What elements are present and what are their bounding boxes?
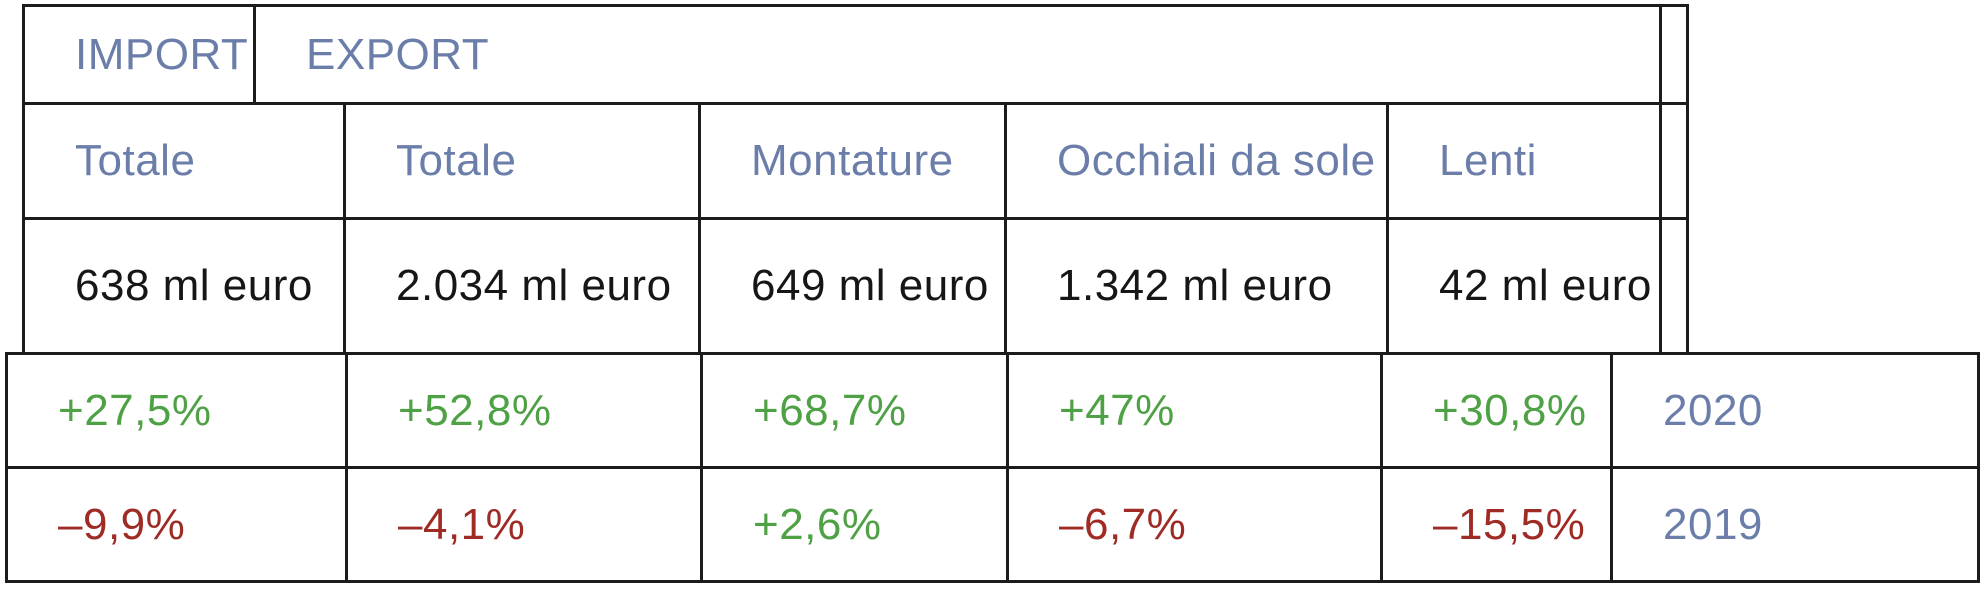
values-row: 638 ml euro 2.034 ml euro 649 ml euro 1.… bbox=[22, 217, 1690, 355]
pct-cell-2020-occhiali-da-sole: +47% bbox=[1006, 352, 1383, 469]
value-cell-import-totale: 638 ml euro bbox=[22, 217, 346, 355]
pct-cell-2020-montature: +68,7% bbox=[700, 352, 1009, 469]
year-cell-2019: 2019 bbox=[1610, 466, 1980, 583]
pct-cell-2019-montature: +2,6% bbox=[700, 466, 1009, 583]
header-row: IMPORT EXPORT bbox=[22, 4, 1690, 105]
category-cell-occhiali-da-sole: Occhiali da sole bbox=[1004, 102, 1389, 220]
export-header-cell: EXPORT bbox=[252, 4, 1663, 105]
import-export-table: IMPORT EXPORT Totale Totale Montature Oc… bbox=[22, 4, 1690, 355]
import-header-cell: IMPORT bbox=[22, 4, 256, 105]
category-cell-montature: Montature bbox=[698, 102, 1007, 220]
value-cell-occhiali-da-sole: 1.342 ml euro bbox=[1004, 217, 1389, 355]
category-cell-export-totale: Totale bbox=[343, 102, 701, 220]
category-cell-import-totale: Totale bbox=[22, 102, 346, 220]
value-cell-montature: 649 ml euro bbox=[698, 217, 1007, 355]
category-row: Totale Totale Montature Occhiali da sole… bbox=[22, 102, 1690, 220]
pct-cell-2019-import-totale: –9,9% bbox=[5, 466, 348, 583]
category-cell-lenti: Lenti bbox=[1385, 102, 1663, 220]
year-cell-2020: 2020 bbox=[1610, 352, 1980, 469]
pct-cell-2020-import-totale: +27,5% bbox=[5, 352, 348, 469]
pct-row-2020: +27,5% +52,8% +68,7% +47% +30,8% 2020 bbox=[5, 352, 1980, 469]
pct-cell-2020-export-totale: +52,8% bbox=[345, 352, 703, 469]
pct-row-2019: –9,9% –4,1% +2,6% –6,7% –15,5% 2019 bbox=[5, 466, 1980, 583]
empty-sliver-cell bbox=[1659, 4, 1690, 105]
pct-cell-2020-lenti: +30,8% bbox=[1380, 352, 1613, 469]
percent-change-table: +27,5% +52,8% +68,7% +47% +30,8% 2020 –9… bbox=[5, 352, 1980, 583]
pct-cell-2019-lenti: –15,5% bbox=[1380, 466, 1613, 583]
value-cell-export-totale: 2.034 ml euro bbox=[343, 217, 701, 355]
pct-cell-2019-export-totale: –4,1% bbox=[345, 466, 703, 583]
empty-sliver-cell bbox=[1659, 102, 1690, 220]
value-cell-lenti: 42 ml euro bbox=[1385, 217, 1663, 355]
pct-cell-2019-occhiali-da-sole: –6,7% bbox=[1006, 466, 1383, 583]
empty-sliver-cell bbox=[1659, 217, 1690, 355]
